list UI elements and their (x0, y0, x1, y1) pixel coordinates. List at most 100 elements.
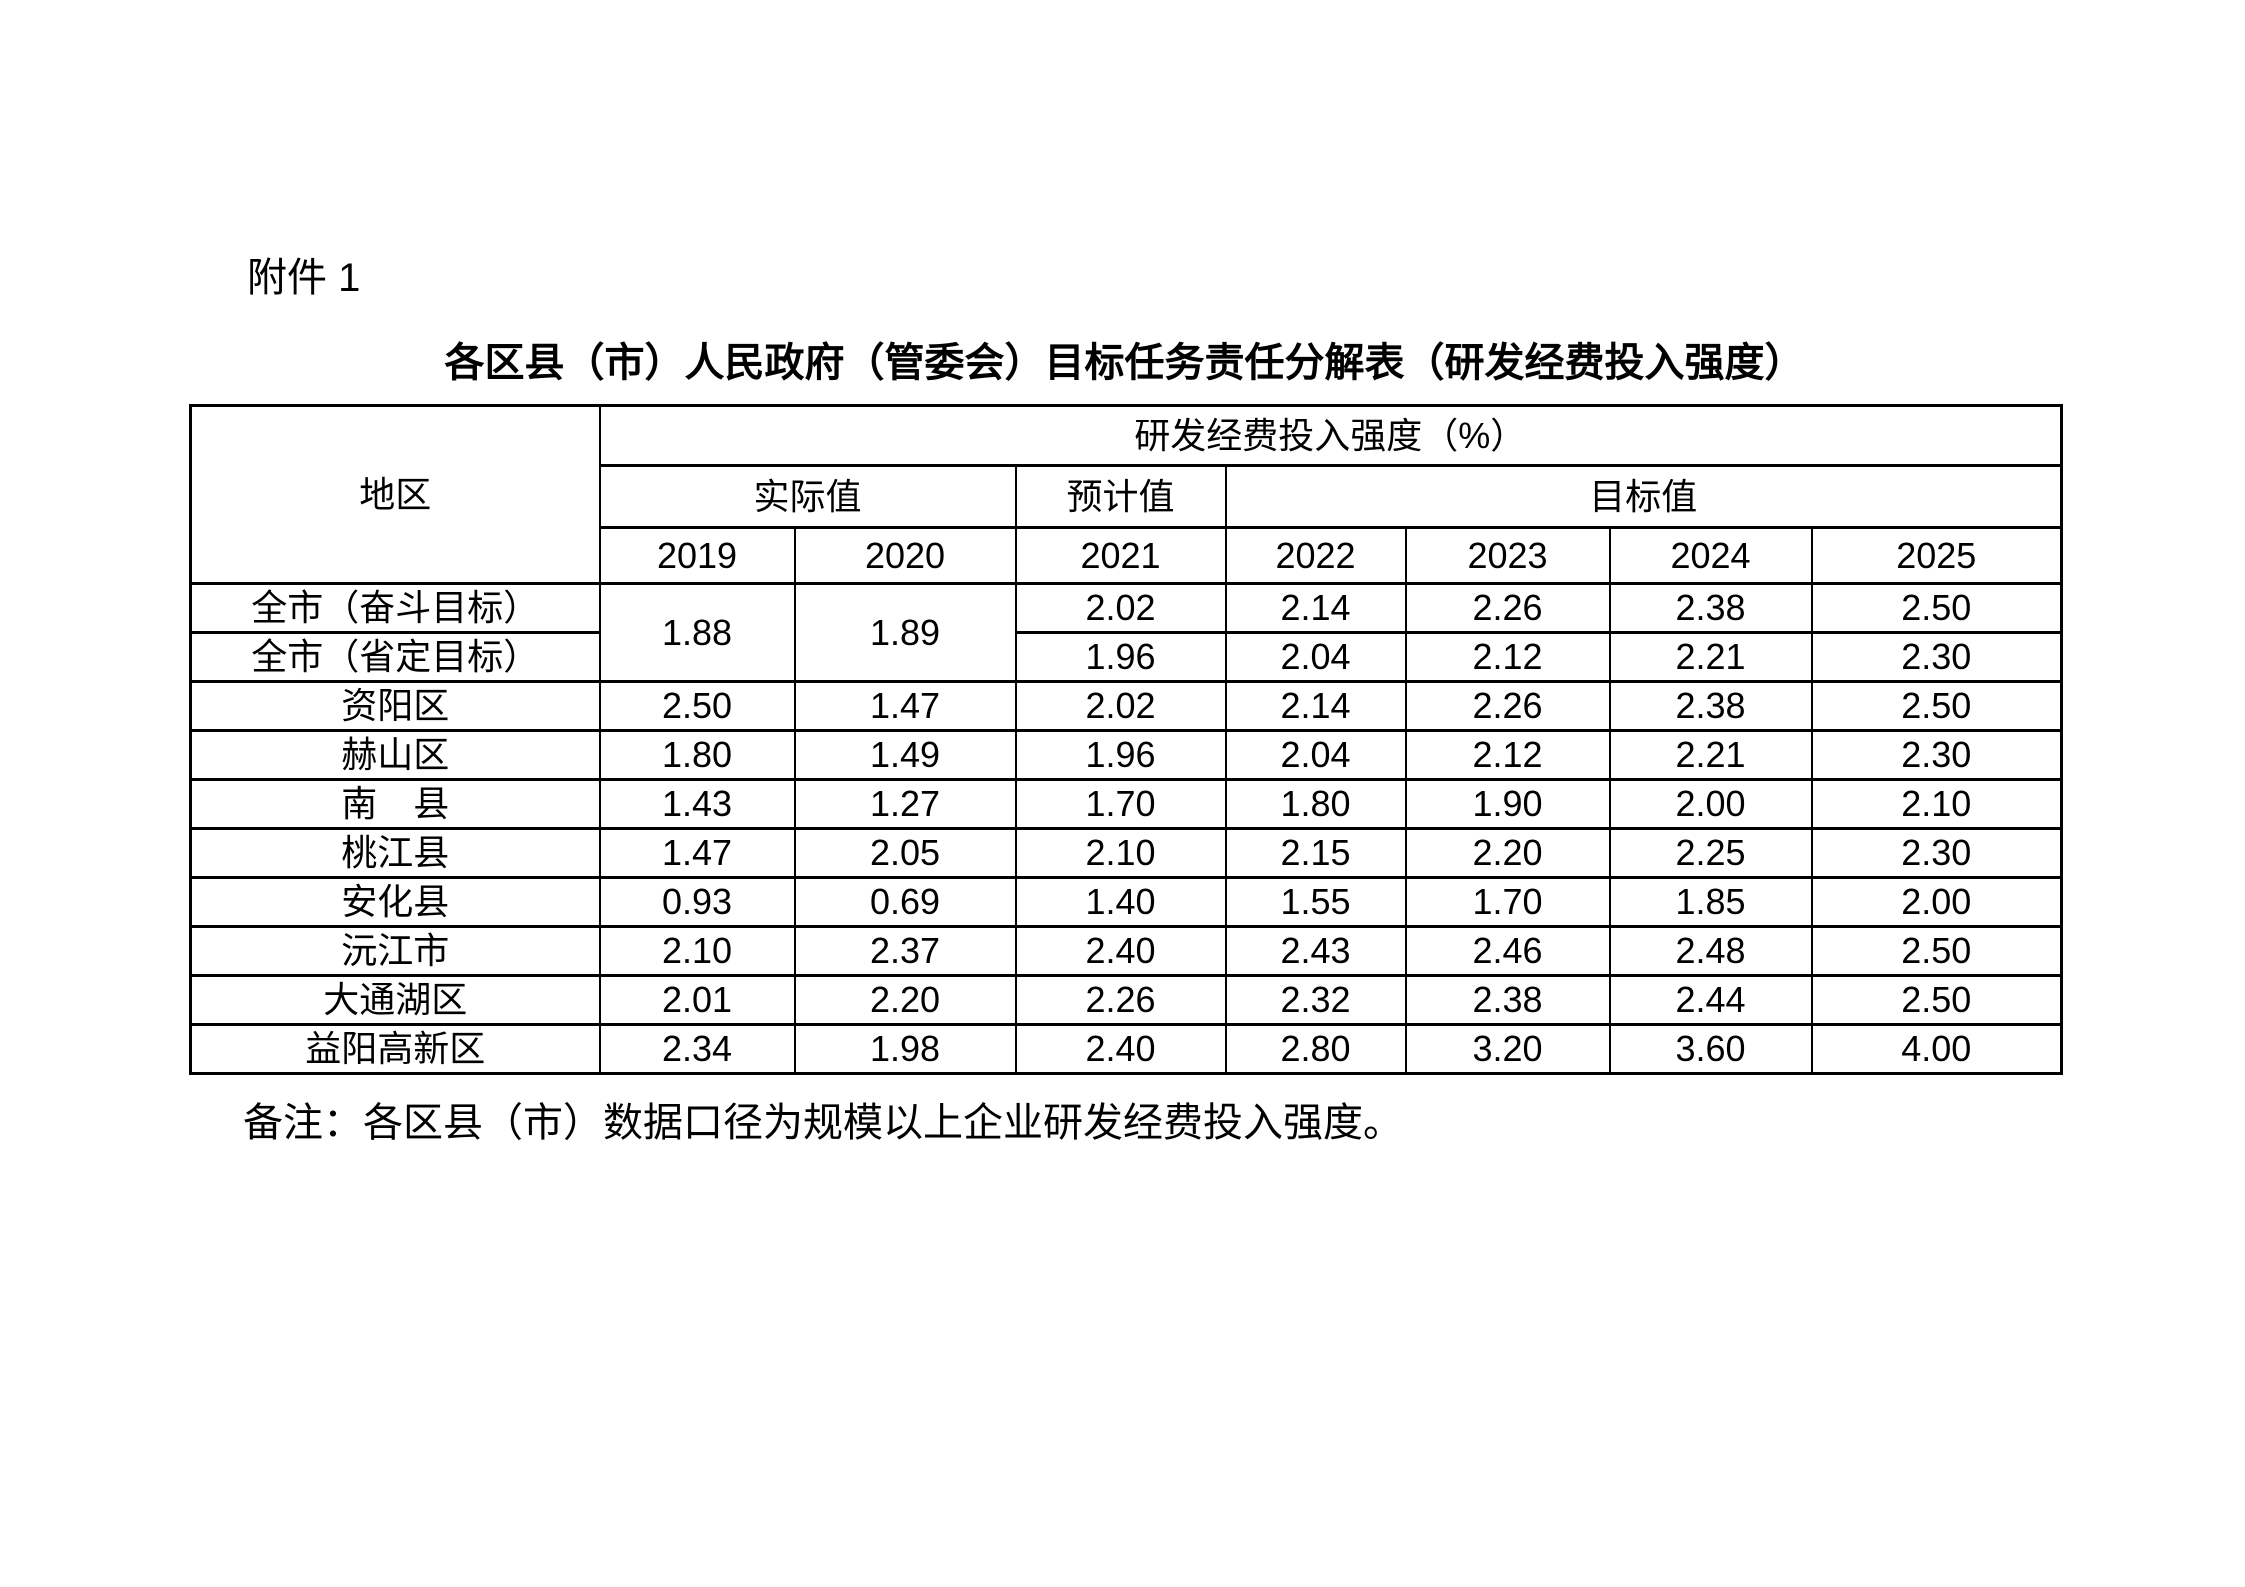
region-cell: 益阳高新区 (189, 1023, 601, 1075)
region-cell: 全市（奋斗目标） (189, 582, 601, 634)
value-cell: 1.27 (793, 778, 1017, 830)
merged-actual-2019-cell: 1.88 (598, 582, 796, 683)
value-cell: 1.43 (598, 778, 796, 830)
value-cell: 2.40 (1014, 1023, 1227, 1075)
region-cell: 安化县 (189, 876, 601, 928)
value-cell: 1.49 (793, 729, 1017, 781)
value-cell: 2.20 (793, 974, 1017, 1026)
value-cell: 2.10 (1014, 827, 1227, 879)
value-cell: 2.12 (1404, 729, 1611, 781)
value-cell: 2.02 (1014, 582, 1227, 634)
value-cell: 2.10 (598, 925, 796, 977)
value-cell: 2.38 (1404, 974, 1611, 1026)
value-cell: 2.38 (1608, 582, 1813, 634)
value-cell: 2.43 (1224, 925, 1407, 977)
value-cell: 2.15 (1224, 827, 1407, 879)
value-cell: 2.00 (1810, 876, 2063, 928)
value-cell: 1.96 (1014, 729, 1227, 781)
value-cell: 2.44 (1608, 974, 1813, 1026)
table-row: 大通湖区 2.01 2.20 2.26 2.32 2.38 2.44 2.50 (189, 974, 2063, 1026)
table-row: 2019 2020 2021 2022 2023 2024 2025 (191, 526, 2063, 585)
subheader-forecast-cell: 预计值 (1014, 464, 1227, 529)
value-cell: 2.26 (1404, 582, 1611, 634)
region-cell: 南 县 (189, 778, 601, 830)
value-cell: 2.02 (1014, 680, 1227, 732)
value-cell: 1.40 (1014, 876, 1227, 928)
value-cell: 1.80 (1224, 778, 1407, 830)
table-row: 全市（省定目标） 1.96 2.04 2.12 2.21 2.30 (189, 631, 2063, 683)
value-cell: 2.25 (1608, 827, 1813, 879)
value-cell: 2.40 (1014, 925, 1227, 977)
table-row: 地区 研发经费投入强度（%） (189, 404, 2063, 585)
region-cell: 资阳区 (189, 680, 601, 732)
value-cell: 2.12 (1404, 631, 1611, 683)
value-cell: 2.30 (1810, 827, 2063, 879)
value-cell: 2.14 (1224, 680, 1407, 732)
table-row: 南 县 1.43 1.27 1.70 1.80 1.90 2.00 2.10 (189, 778, 2063, 830)
value-cell: 2.32 (1224, 974, 1407, 1026)
value-cell: 1.70 (1014, 778, 1227, 830)
table-row: 益阳高新区 2.34 1.98 2.40 2.80 3.20 3.60 4.00 (189, 1023, 2063, 1075)
region-cell: 大通湖区 (189, 974, 601, 1026)
value-cell: 2.10 (1810, 778, 2063, 830)
value-cell: 3.20 (1404, 1023, 1611, 1075)
target-task-table: 地区 研发经费投入强度（%） 实际值 预计值 目标值 2019 2020 202… (189, 404, 2063, 1075)
value-cell: 1.98 (793, 1023, 1017, 1075)
subheader-actual-cell: 实际值 (598, 464, 1017, 529)
value-cell: 1.80 (598, 729, 796, 781)
value-cell: 2.50 (598, 680, 796, 732)
footnote: 备注：各区县（市）数据口径为规模以上企业研发经费投入强度。 (243, 1101, 1403, 1145)
value-cell: 1.85 (1608, 876, 1813, 928)
value-cell: 2.80 (1224, 1023, 1407, 1075)
subheader-target-cell: 目标值 (1224, 464, 2063, 529)
year-cell: 2021 (1014, 526, 1227, 585)
value-cell: 2.30 (1810, 729, 2063, 781)
value-cell: 2.38 (1608, 680, 1813, 732)
value-cell: 4.00 (1810, 1023, 2063, 1075)
table-row: 资阳区 2.50 1.47 2.02 2.14 2.26 2.38 2.50 (189, 680, 2063, 732)
value-cell: 2.50 (1810, 925, 2063, 977)
page-title: 各区县（市）人民政府（管委会）目标任务责任分解表（研发经费投入强度） (444, 341, 1805, 385)
year-cell: 2022 (1224, 526, 1407, 585)
value-cell: 2.50 (1810, 680, 2063, 732)
attachment-label: 附件 1 (247, 256, 361, 300)
value-cell: 2.48 (1608, 925, 1813, 977)
region-header-cell: 地区 (189, 404, 601, 585)
value-cell: 2.14 (1224, 582, 1407, 634)
region-cell: 桃江县 (189, 827, 601, 879)
value-cell: 2.21 (1608, 631, 1813, 683)
value-cell: 1.55 (1224, 876, 1407, 928)
table-row: 沅江市 2.10 2.37 2.40 2.43 2.46 2.48 2.50 (189, 925, 2063, 977)
value-cell: 0.69 (793, 876, 1017, 928)
value-cell: 2.34 (598, 1023, 796, 1075)
merged-actual-2020-cell: 1.89 (793, 582, 1017, 683)
value-cell: 2.04 (1224, 729, 1407, 781)
value-cell: 1.47 (598, 827, 796, 879)
table-row: 全市（奋斗目标） 1.88 1.89 2.02 2.14 2.26 2.38 2… (189, 582, 2063, 683)
table-row: 赫山区 1.80 1.49 1.96 2.04 2.12 2.21 2.30 (189, 729, 2063, 781)
year-cell: 2020 (793, 526, 1017, 585)
year-cell: 2025 (1810, 526, 2063, 585)
value-cell: 2.30 (1810, 631, 2063, 683)
region-cell: 沅江市 (189, 925, 601, 977)
value-cell: 2.21 (1608, 729, 1813, 781)
value-cell: 2.26 (1014, 974, 1227, 1026)
region-cell: 赫山区 (189, 729, 601, 781)
value-cell: 1.90 (1404, 778, 1611, 830)
group-header-cell: 研发经费投入强度（%） (598, 404, 2063, 467)
value-cell: 2.46 (1404, 925, 1611, 977)
value-cell: 2.50 (1810, 974, 2063, 1026)
value-cell: 2.20 (1404, 827, 1611, 879)
table-row: 实际值 预计值 目标值 (191, 464, 2063, 529)
table-row: 桃江县 1.47 2.05 2.10 2.15 2.20 2.25 2.30 (189, 827, 2063, 879)
region-cell: 全市（省定目标） (189, 631, 601, 683)
value-cell: 0.93 (598, 876, 796, 928)
value-cell: 2.26 (1404, 680, 1611, 732)
value-cell: 2.05 (793, 827, 1017, 879)
value-cell: 3.60 (1608, 1023, 1813, 1075)
year-cell: 2024 (1608, 526, 1813, 585)
value-cell: 1.70 (1404, 876, 1611, 928)
value-cell: 2.37 (793, 925, 1017, 977)
value-cell: 1.47 (793, 680, 1017, 732)
